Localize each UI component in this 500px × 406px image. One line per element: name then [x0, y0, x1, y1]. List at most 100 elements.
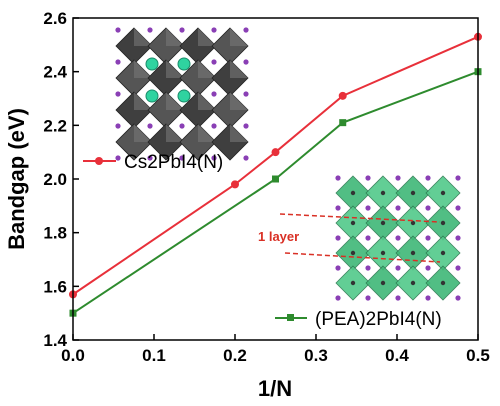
inset1-iodine-atom: [179, 155, 185, 161]
inset2-lead-atom: [350, 220, 356, 226]
inset1-octahedron-face: [198, 92, 216, 110]
inset1-octahedron-face: [166, 92, 184, 110]
inset2-lead-atom: [410, 280, 416, 286]
inset1-octahedron-face: [198, 28, 216, 46]
inset1-octahedron-face: [198, 60, 216, 78]
inset2-iodine-atom: [425, 295, 431, 301]
inset2-iodine-atom: [395, 175, 401, 181]
inset2-iodine-atom: [395, 265, 401, 271]
inset1-octahedron-face: [134, 92, 152, 110]
inset2-iodine-atom: [365, 205, 371, 211]
legend-series-2: (PEA)2PbI4(N): [275, 309, 442, 330]
inset1-iodine-atom: [211, 123, 217, 129]
inset2-lead-atom: [350, 250, 356, 256]
inset1-iodine-atom: [243, 123, 249, 129]
inset2-iodine-atom: [425, 265, 431, 271]
layer-annotation: 1 layer: [258, 213, 441, 263]
inset2-iodine-atom: [425, 175, 431, 181]
inset2-iodine-atom: [335, 295, 341, 301]
inset1-octahedron-face: [230, 124, 248, 142]
inset2-lead-atom: [440, 190, 446, 196]
inset2-iodine-atom: [335, 235, 341, 241]
inset1-iodine-atom: [115, 91, 121, 97]
inset1-octahedron-face: [134, 124, 152, 142]
series-1-point-2: [271, 148, 280, 157]
inset1-iodine-atom: [243, 155, 249, 161]
inset1-octahedron-face: [230, 28, 248, 46]
inset1-iodine-atom: [147, 27, 153, 33]
inset1-iodine-atom: [147, 155, 153, 161]
inset2-lead-atom: [380, 280, 386, 286]
inset2-lead-atom: [410, 250, 416, 256]
x-tick-label-1: 0.1: [142, 346, 166, 365]
y-tick-label-5: 2.4: [43, 63, 67, 82]
y-tick-label-6: 2.6: [43, 9, 67, 28]
inset2-iodine-atom: [365, 235, 371, 241]
inset1-iodine-atom: [115, 123, 121, 129]
inset2-iodine-atom: [395, 205, 401, 211]
inset1-iodine-atom: [211, 59, 217, 65]
legend-label-series-1: Cs2PbI4(N): [124, 152, 223, 173]
series-line-2: [72, 70, 479, 315]
inset1-octahedron-face: [166, 28, 184, 46]
inset2-iodine-atom: [455, 235, 461, 241]
inset2-iodine-atom: [455, 175, 461, 181]
inset2-iodine-atom: [455, 205, 461, 211]
inset2-lead-atom: [350, 280, 356, 286]
inset2-iodine-atom: [395, 295, 401, 301]
inset1-iodine-atom: [243, 27, 249, 33]
legend-label-series-2: (PEA)2PbI4(N): [315, 309, 442, 330]
x-tick-label-0: 0.0: [61, 346, 85, 365]
inset1-iodine-atom: [115, 27, 121, 33]
x-tick-label-3: 0.3: [304, 346, 328, 365]
inset2-iodine-atom: [365, 265, 371, 271]
inset2-iodine-atom: [395, 235, 401, 241]
x-axis-title: 1/N: [258, 376, 292, 401]
inset1-octahedron-face: [166, 60, 184, 78]
inset1-iodine-atom: [211, 91, 217, 97]
inset2-iodine-atom: [335, 265, 341, 271]
layer-dashed-line-bottom: [284, 252, 441, 263]
inset1-octahedron-face: [198, 124, 216, 142]
inset1-octahedron-face: [134, 60, 152, 78]
inset1-cs-atom: [145, 57, 159, 71]
inset1-cs-atom: [177, 57, 191, 71]
inset2-iodine-atom: [365, 295, 371, 301]
inset2-lead-atom: [440, 280, 446, 286]
y-tick-label-0: 1.4: [43, 331, 67, 350]
inset1-iodine-atom: [211, 27, 217, 33]
green-layered-perovskite-structure-icon: [335, 175, 461, 301]
inset1-octahedron-face: [230, 60, 248, 78]
y-tick-label-3: 2.0: [43, 170, 67, 189]
legend-marker-series-1: [95, 157, 103, 165]
legend-marker-series-2: [287, 314, 294, 321]
inset1-iodine-atom: [179, 123, 185, 129]
series-1-point-1: [231, 180, 239, 189]
x-tick-label-4: 0.4: [385, 346, 409, 365]
inset1-octahedron-face: [230, 92, 248, 110]
inset1-iodine-atom: [115, 155, 121, 161]
inset2-iodine-atom: [425, 235, 431, 241]
inset2-lead-atom: [380, 250, 386, 256]
inset2-lead-atom: [380, 220, 386, 226]
inset1-iodine-atom: [211, 155, 217, 161]
series-1-point-3: [338, 91, 347, 100]
inset2-lead-atom: [410, 220, 416, 226]
x-tick-label-5: 0.5: [466, 346, 490, 365]
inset1-iodine-atom: [243, 59, 249, 65]
inset1-iodine-atom: [179, 27, 185, 33]
layer-dashed-line-top: [279, 213, 441, 223]
inset2-iodine-atom: [425, 205, 431, 211]
y-tick-label-4: 2.2: [43, 116, 67, 135]
inset1-octahedron-face: [134, 28, 152, 46]
inset1-cs-atom: [177, 89, 191, 103]
inset1-octahedron-face: [166, 124, 184, 142]
inset1-cs-atom: [145, 89, 159, 103]
y-tick-label-2: 1.8: [43, 224, 67, 243]
inset2-lead-atom: [380, 190, 386, 196]
gray-perovskite-structure-icon: [115, 27, 249, 161]
x-tick-label-2: 0.2: [223, 346, 247, 365]
series-2-point-1: [272, 175, 279, 183]
layer-label: 1 layer: [258, 229, 299, 244]
